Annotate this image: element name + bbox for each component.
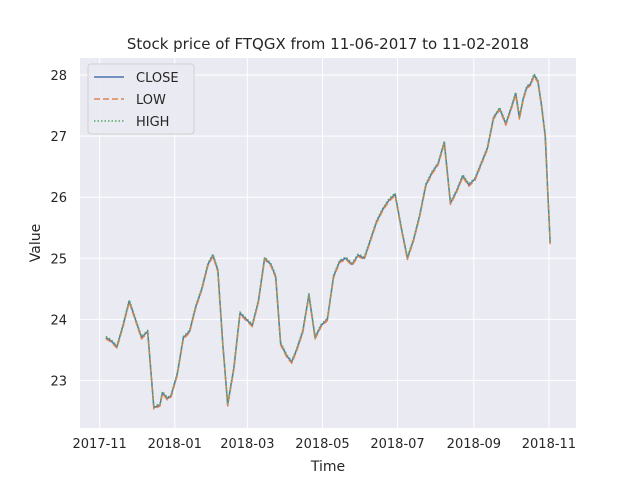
chart-title: Stock price of FTQGX from 11-06-2017 to … <box>127 35 529 53</box>
y-tick-label: 26 <box>50 191 67 206</box>
y-axis-label: Value <box>28 224 44 262</box>
y-tick-label: 25 <box>50 252 67 267</box>
legend-label-high: HIGH <box>136 115 169 130</box>
x-tick-label: 2018-11 <box>522 437 576 452</box>
x-tick-label: 2018-05 <box>295 437 349 452</box>
legend-label-low: LOW <box>136 93 166 108</box>
x-tick-label: 2018-03 <box>220 437 274 452</box>
y-tick-labels: 23 24 25 26 27 28 <box>50 69 67 389</box>
x-tick-label: 2018-07 <box>370 437 424 452</box>
legend-items: CLOSE LOW HIGH <box>94 71 179 130</box>
legend: CLOSE LOW HIGH <box>87 63 195 135</box>
series-line-low <box>105 75 551 410</box>
legend-box <box>87 63 195 135</box>
grid <box>80 58 576 428</box>
x-tick-label: 2018-09 <box>447 437 501 452</box>
x-tick-labels: 2017-11 2018-01 2018-03 2018-05 2018-07 2018-… <box>73 437 577 452</box>
y-tick-label: 23 <box>50 374 67 389</box>
x-tick-label: 2017-11 <box>73 437 127 452</box>
legend-label-close: CLOSE <box>136 71 179 86</box>
series-group <box>105 73 551 410</box>
x-tick-label: 2018-01 <box>148 437 202 452</box>
y-tick-label: 28 <box>50 69 67 84</box>
series-line-high <box>105 73 551 408</box>
x-axis-label: Time <box>310 459 345 475</box>
y-tick-label: 27 <box>50 130 67 145</box>
y-tick-label: 24 <box>50 313 67 328</box>
